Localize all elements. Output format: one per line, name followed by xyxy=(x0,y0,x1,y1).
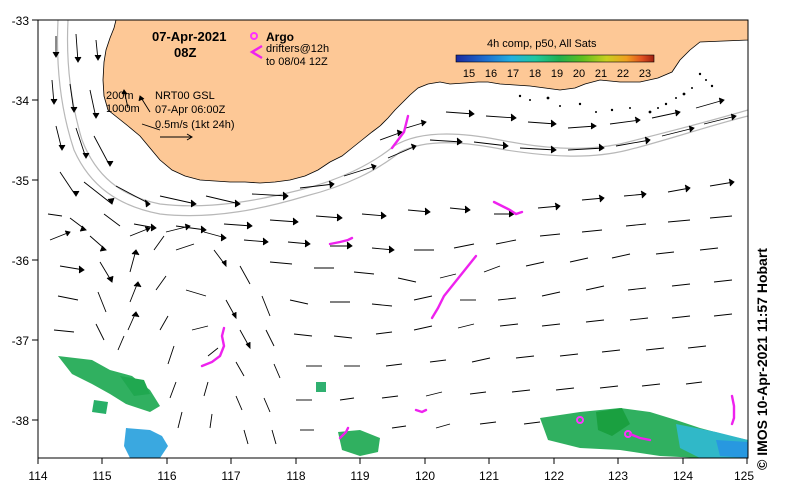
lon-label: 121 xyxy=(479,469,499,483)
sst-patches xyxy=(58,356,748,458)
velocity-source-label: NRT00 GSL xyxy=(155,90,215,102)
lat-label: -36 xyxy=(12,254,30,268)
lat-label: -33 xyxy=(12,14,30,28)
longitude-labels: 114 115 116 117 118 119 120 121 122 123 … xyxy=(28,469,754,483)
velocity-scale-arrow xyxy=(160,133,193,141)
map-date: 07-Apr-2021 xyxy=(152,29,226,44)
depth-1000-label: 1000m xyxy=(106,103,140,115)
colorbar-tick: 16 xyxy=(485,68,497,80)
lat-label: -34 xyxy=(12,94,30,108)
lon-label: 118 xyxy=(286,469,305,483)
drifter-legend-line1: drifters@12h xyxy=(266,43,329,55)
argo-legend-symbol xyxy=(250,32,258,40)
island-dots xyxy=(518,72,714,114)
lat-label: -35 xyxy=(12,174,30,188)
plot-frame xyxy=(37,19,749,459)
colorbar-tick: 15 xyxy=(463,68,475,80)
lon-label: 125 xyxy=(734,469,754,483)
colorbar-tick: 18 xyxy=(529,68,541,80)
colorbar-tick: 19 xyxy=(551,68,563,80)
colorbar-tick: 17 xyxy=(507,68,519,80)
drifter-legend-symbol xyxy=(249,44,263,60)
lon-label: 114 xyxy=(28,469,47,483)
current-vectors xyxy=(47,33,737,445)
lon-label: 122 xyxy=(544,469,564,483)
drifter-tracks xyxy=(200,114,736,442)
lon-label: 123 xyxy=(608,469,628,483)
lon-label: 117 xyxy=(221,469,240,483)
bathymetry-contours xyxy=(56,20,748,217)
velocity-time-label: 07-Apr 06:00Z xyxy=(155,104,226,116)
colorbar-tick: 20 xyxy=(573,68,585,80)
lon-label: 120 xyxy=(415,469,435,483)
lon-label: 119 xyxy=(350,469,369,483)
colorbar-title: 4h comp, p50, All Sats xyxy=(487,38,597,50)
argo-legend-label: Argo xyxy=(266,30,294,44)
lat-label: -38 xyxy=(12,414,30,428)
colorbar-ticks: 15 16 17 18 19 20 21 22 23 xyxy=(463,68,651,80)
lon-label: 124 xyxy=(673,469,693,483)
credit-label: © IMOS 10-Apr-2021 11:57 Hobart xyxy=(754,248,770,470)
colorbar xyxy=(455,54,655,63)
depth-200-label: 200m xyxy=(106,90,134,102)
lon-label: 116 xyxy=(157,469,176,483)
drifter-legend-line2: to 08/04 12Z xyxy=(266,56,328,68)
lon-label: 115 xyxy=(92,469,111,483)
latitude-labels: -33 -34 -35 -36 -37 -38 xyxy=(12,14,30,428)
colorbar-tick: 21 xyxy=(595,68,607,80)
axis-ticks xyxy=(32,19,748,464)
velocity-scale-label: 0.5m/s (1kt 24h) xyxy=(155,119,234,131)
map-time: 08Z xyxy=(174,45,196,60)
lat-label: -37 xyxy=(12,334,30,348)
colorbar-tick: 22 xyxy=(617,68,629,80)
colorbar-tick: 23 xyxy=(639,68,651,80)
